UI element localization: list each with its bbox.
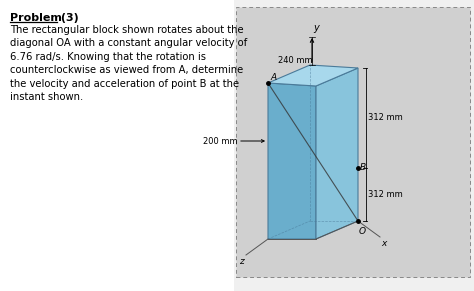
Text: (3): (3) [57, 13, 79, 23]
Bar [0, 0, 234, 291]
Text: instant shown.: instant shown. [10, 93, 83, 102]
Text: diagonal OA with a constant angular velocity of: diagonal OA with a constant angular velo… [10, 38, 247, 49]
Text: O: O [359, 227, 366, 236]
Text: the velocity and acceleration of point B at the: the velocity and acceleration of point B… [10, 79, 239, 89]
Text: B: B [360, 163, 366, 172]
Text: 312 mm: 312 mm [368, 190, 403, 199]
Text: z: z [239, 257, 244, 266]
Text: 200 mm: 200 mm [203, 136, 238, 146]
Text: Problem: Problem [10, 13, 62, 23]
Text: 240 mm: 240 mm [278, 56, 313, 65]
Text: The rectangular block shown rotates about the: The rectangular block shown rotates abou… [10, 25, 244, 35]
Bar [236, 7, 470, 277]
Text: 6.76 rad/s. Knowing that the rotation is: 6.76 rad/s. Knowing that the rotation is [10, 52, 206, 62]
Polygon shape [268, 65, 358, 86]
Text: A: A [270, 73, 276, 82]
Text: counterclockwise as viewed from A, determine: counterclockwise as viewed from A, deter… [10, 65, 243, 75]
Text: y: y [313, 23, 319, 33]
Polygon shape [316, 68, 358, 239]
Text: x: x [381, 239, 386, 248]
Text: 312 mm: 312 mm [368, 113, 403, 122]
Polygon shape [268, 83, 316, 239]
